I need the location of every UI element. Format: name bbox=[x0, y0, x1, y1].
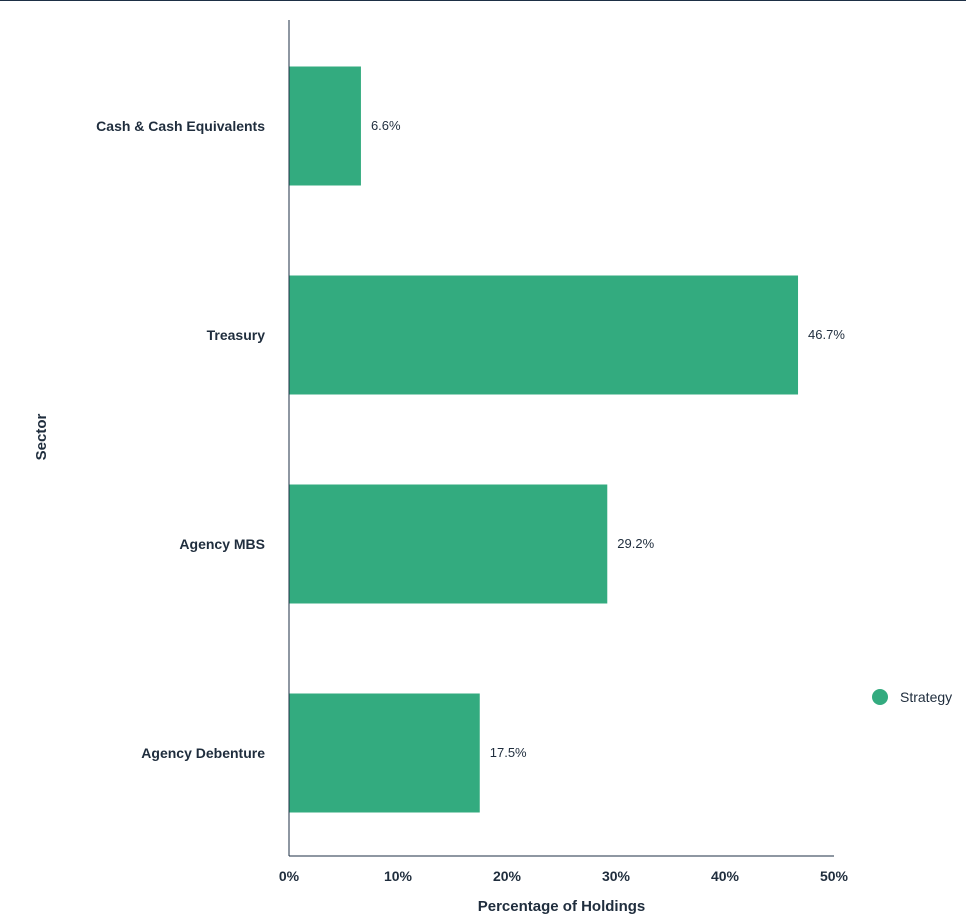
x-tick-label-3: 30% bbox=[602, 868, 631, 884]
x-axis-title: Percentage of Holdings bbox=[478, 898, 646, 915]
y-axis-title: Sector bbox=[33, 413, 50, 460]
category-label-3: Agency Debenture bbox=[141, 745, 265, 761]
data-label-2: 29.2% bbox=[617, 536, 654, 551]
bar-1[interactable] bbox=[289, 275, 799, 395]
x-tick-label-0: 0% bbox=[279, 868, 300, 884]
category-label-2: Agency MBS bbox=[179, 536, 265, 552]
x-tick-label-1: 10% bbox=[384, 868, 413, 884]
x-tick-label-5: 50% bbox=[820, 868, 849, 884]
bar-0[interactable] bbox=[289, 66, 361, 186]
data-labels: 6.6% 46.7% 29.2% 17.5% bbox=[371, 118, 845, 760]
category-label-1: Treasury bbox=[207, 327, 266, 343]
legend-marker-strategy bbox=[872, 689, 888, 705]
top-rule bbox=[0, 0, 966, 1]
data-label-0: 6.6% bbox=[371, 118, 401, 133]
bar-3[interactable] bbox=[289, 693, 480, 813]
legend[interactable]: Strategy bbox=[872, 689, 952, 705]
x-tick-labels: 0% 10% 20% 30% 40% 50% bbox=[279, 868, 849, 884]
x-tick-label-2: 20% bbox=[493, 868, 522, 884]
bars-group bbox=[289, 66, 799, 813]
data-label-1: 46.7% bbox=[808, 327, 845, 342]
category-label-0: Cash & Cash Equivalents bbox=[96, 118, 265, 134]
bar-2[interactable] bbox=[289, 484, 608, 604]
x-tick-label-4: 40% bbox=[711, 868, 740, 884]
category-labels: Cash & Cash Equivalents Treasury Agency MB… bbox=[96, 118, 265, 761]
data-label-3: 17.5% bbox=[490, 745, 527, 760]
legend-label-strategy: Strategy bbox=[900, 689, 952, 705]
